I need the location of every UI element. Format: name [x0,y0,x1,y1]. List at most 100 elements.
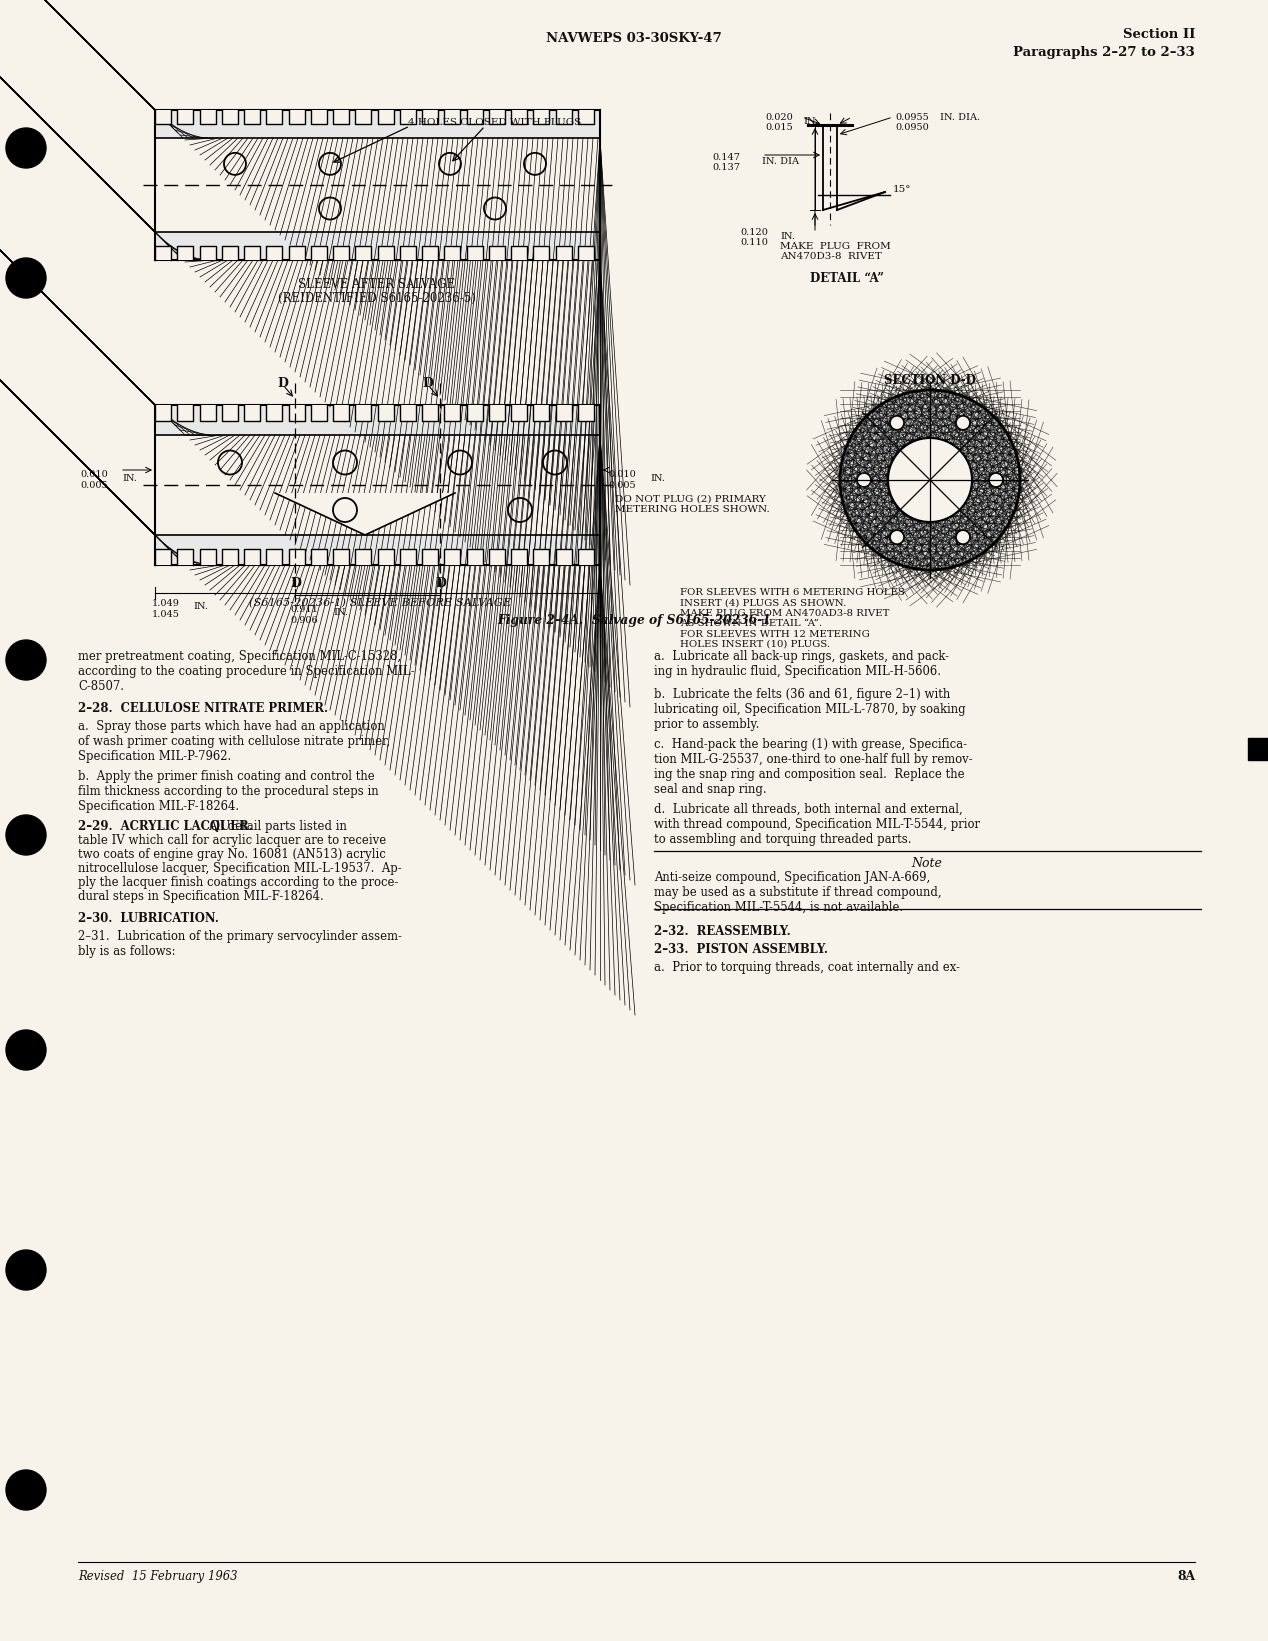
Polygon shape [355,405,372,422]
Text: 0.010: 0.010 [607,469,635,479]
Circle shape [890,415,904,430]
Text: table IV which call for acrylic lacquer are to receive: table IV which call for acrylic lacquer … [79,834,387,847]
Text: c.  Hand-pack the bearing (1) with grease, Specifica-
tion MIL-G-25537, one-thir: c. Hand-pack the bearing (1) with grease… [654,738,973,796]
Text: Figure 2–4A.  Salvage of S6165-20236-1: Figure 2–4A. Salvage of S6165-20236-1 [497,614,771,627]
Polygon shape [289,246,304,259]
Polygon shape [534,550,549,565]
Text: a.  Prior to torquing threads, coat internally and ex-: a. Prior to torquing threads, coat inter… [654,962,960,975]
Text: IN. DIA.: IN. DIA. [940,113,980,121]
Text: nitrocellulose lacquer, Specification MIL-L-19537.  Ap-: nitrocellulose lacquer, Specification MI… [79,862,402,875]
Text: IN.: IN. [333,609,347,617]
Polygon shape [422,110,437,125]
Polygon shape [534,110,549,125]
Circle shape [6,816,46,855]
Text: 0.110: 0.110 [741,238,768,248]
Polygon shape [199,550,216,565]
Bar [155,405,600,435]
Circle shape [956,530,970,545]
Polygon shape [378,405,393,422]
Text: (S6165-20236-1) SLEEVE BEFORE SALVAGE: (S6165-20236-1) SLEEVE BEFORE SALVAGE [249,597,511,609]
Text: IN.: IN. [650,474,664,482]
Polygon shape [155,246,171,259]
Polygon shape [555,246,572,259]
Text: ply the lacquer finish coatings according to the proce-: ply the lacquer finish coatings accordin… [79,876,398,889]
Bar [155,110,600,138]
Polygon shape [289,550,304,565]
Polygon shape [555,110,572,125]
Text: IN.: IN. [803,117,818,126]
Polygon shape [555,405,572,422]
Text: 2–28.  CELLULOSE NITRATE PRIMER.: 2–28. CELLULOSE NITRATE PRIMER. [79,702,328,715]
Circle shape [6,1250,46,1290]
Polygon shape [266,405,283,422]
Polygon shape [222,550,238,565]
Polygon shape [511,110,527,125]
Polygon shape [289,405,304,422]
Polygon shape [355,246,372,259]
Text: IN.: IN. [122,474,137,482]
Text: 0.911: 0.911 [290,606,318,614]
Text: (REIDENTIFIED S6165-20236-5): (REIDENTIFIED S6165-20236-5) [278,292,476,305]
Text: a.  Spray those parts which have had an application
of wash primer coating with : a. Spray those parts which have had an a… [79,720,391,763]
Polygon shape [178,405,193,422]
Text: 0.0950: 0.0950 [895,123,928,131]
Polygon shape [534,246,549,259]
Text: a.  Lubricate all back-up rings, gaskets, and pack-
ing in hydraulic fluid, Spec: a. Lubricate all back-up rings, gaskets,… [654,650,948,678]
Text: D: D [276,377,288,391]
Circle shape [6,640,46,679]
Polygon shape [578,405,593,422]
Text: 0.015: 0.015 [765,123,792,131]
Text: 2–33.  PISTON ASSEMBLY.: 2–33. PISTON ASSEMBLY. [654,944,828,957]
Text: SECTION D-D: SECTION D-D [884,374,976,387]
Polygon shape [378,246,393,259]
Text: 4 HOLES CLOSED WITH PLUGS: 4 HOLES CLOSED WITH PLUGS [408,118,581,126]
Text: MAKE  PLUG  FROM
AN470D3-8  RIVET: MAKE PLUG FROM AN470D3-8 RIVET [780,241,890,261]
Polygon shape [243,110,260,125]
Polygon shape [378,110,393,125]
Text: D: D [435,578,446,591]
Text: mer pretreatment coating, Specification MIL-C-15328,
according to the coating pr: mer pretreatment coating, Specification … [79,650,415,693]
Polygon shape [399,550,416,565]
Text: 0.147: 0.147 [713,153,741,162]
Text: b.  Apply the primer finish coating and control the
film thickness according to : b. Apply the primer finish coating and c… [79,770,379,812]
Polygon shape [488,405,505,422]
Polygon shape [266,110,283,125]
Text: 1.045: 1.045 [152,610,180,619]
Text: 0.120: 0.120 [741,228,768,236]
Polygon shape [422,246,437,259]
Polygon shape [266,550,283,565]
Circle shape [888,438,973,522]
Text: 2–30.  LUBRICATION.: 2–30. LUBRICATION. [79,912,219,926]
Text: 0.010: 0.010 [80,469,108,479]
Polygon shape [399,405,416,422]
Text: Anti-seize compound, Specification JAN-A-669,
may be used as a substitute if thr: Anti-seize compound, Specification JAN-A… [654,871,942,914]
Polygon shape [511,550,527,565]
Polygon shape [178,550,193,565]
Text: D: D [422,377,432,391]
Polygon shape [355,550,372,565]
Text: 2–31.  Lubrication of the primary servocylinder assem-
bly is as follows:: 2–31. Lubrication of the primary servocy… [79,930,402,958]
Polygon shape [467,110,483,125]
Polygon shape [333,550,349,565]
Polygon shape [178,246,193,259]
Text: Note: Note [912,857,942,870]
Polygon shape [399,110,416,125]
Polygon shape [222,405,238,422]
Text: 8A: 8A [1177,1570,1194,1584]
Text: 0.137: 0.137 [713,162,741,172]
Polygon shape [311,110,327,125]
Polygon shape [243,246,260,259]
Polygon shape [333,246,349,259]
Polygon shape [488,110,505,125]
Polygon shape [243,550,260,565]
Polygon shape [199,110,216,125]
Polygon shape [275,492,455,535]
Text: DO NOT PLUG (2) PRIMARY
METERING HOLES SHOWN.: DO NOT PLUG (2) PRIMARY METERING HOLES S… [615,496,770,514]
Polygon shape [467,246,483,259]
Polygon shape [178,110,193,125]
Polygon shape [444,246,460,259]
Polygon shape [488,550,505,565]
Text: D: D [290,578,301,591]
Polygon shape [199,405,216,422]
Text: two coats of engine gray No. 16081 (AN513) acrylic: two coats of engine gray No. 16081 (AN51… [79,848,385,862]
